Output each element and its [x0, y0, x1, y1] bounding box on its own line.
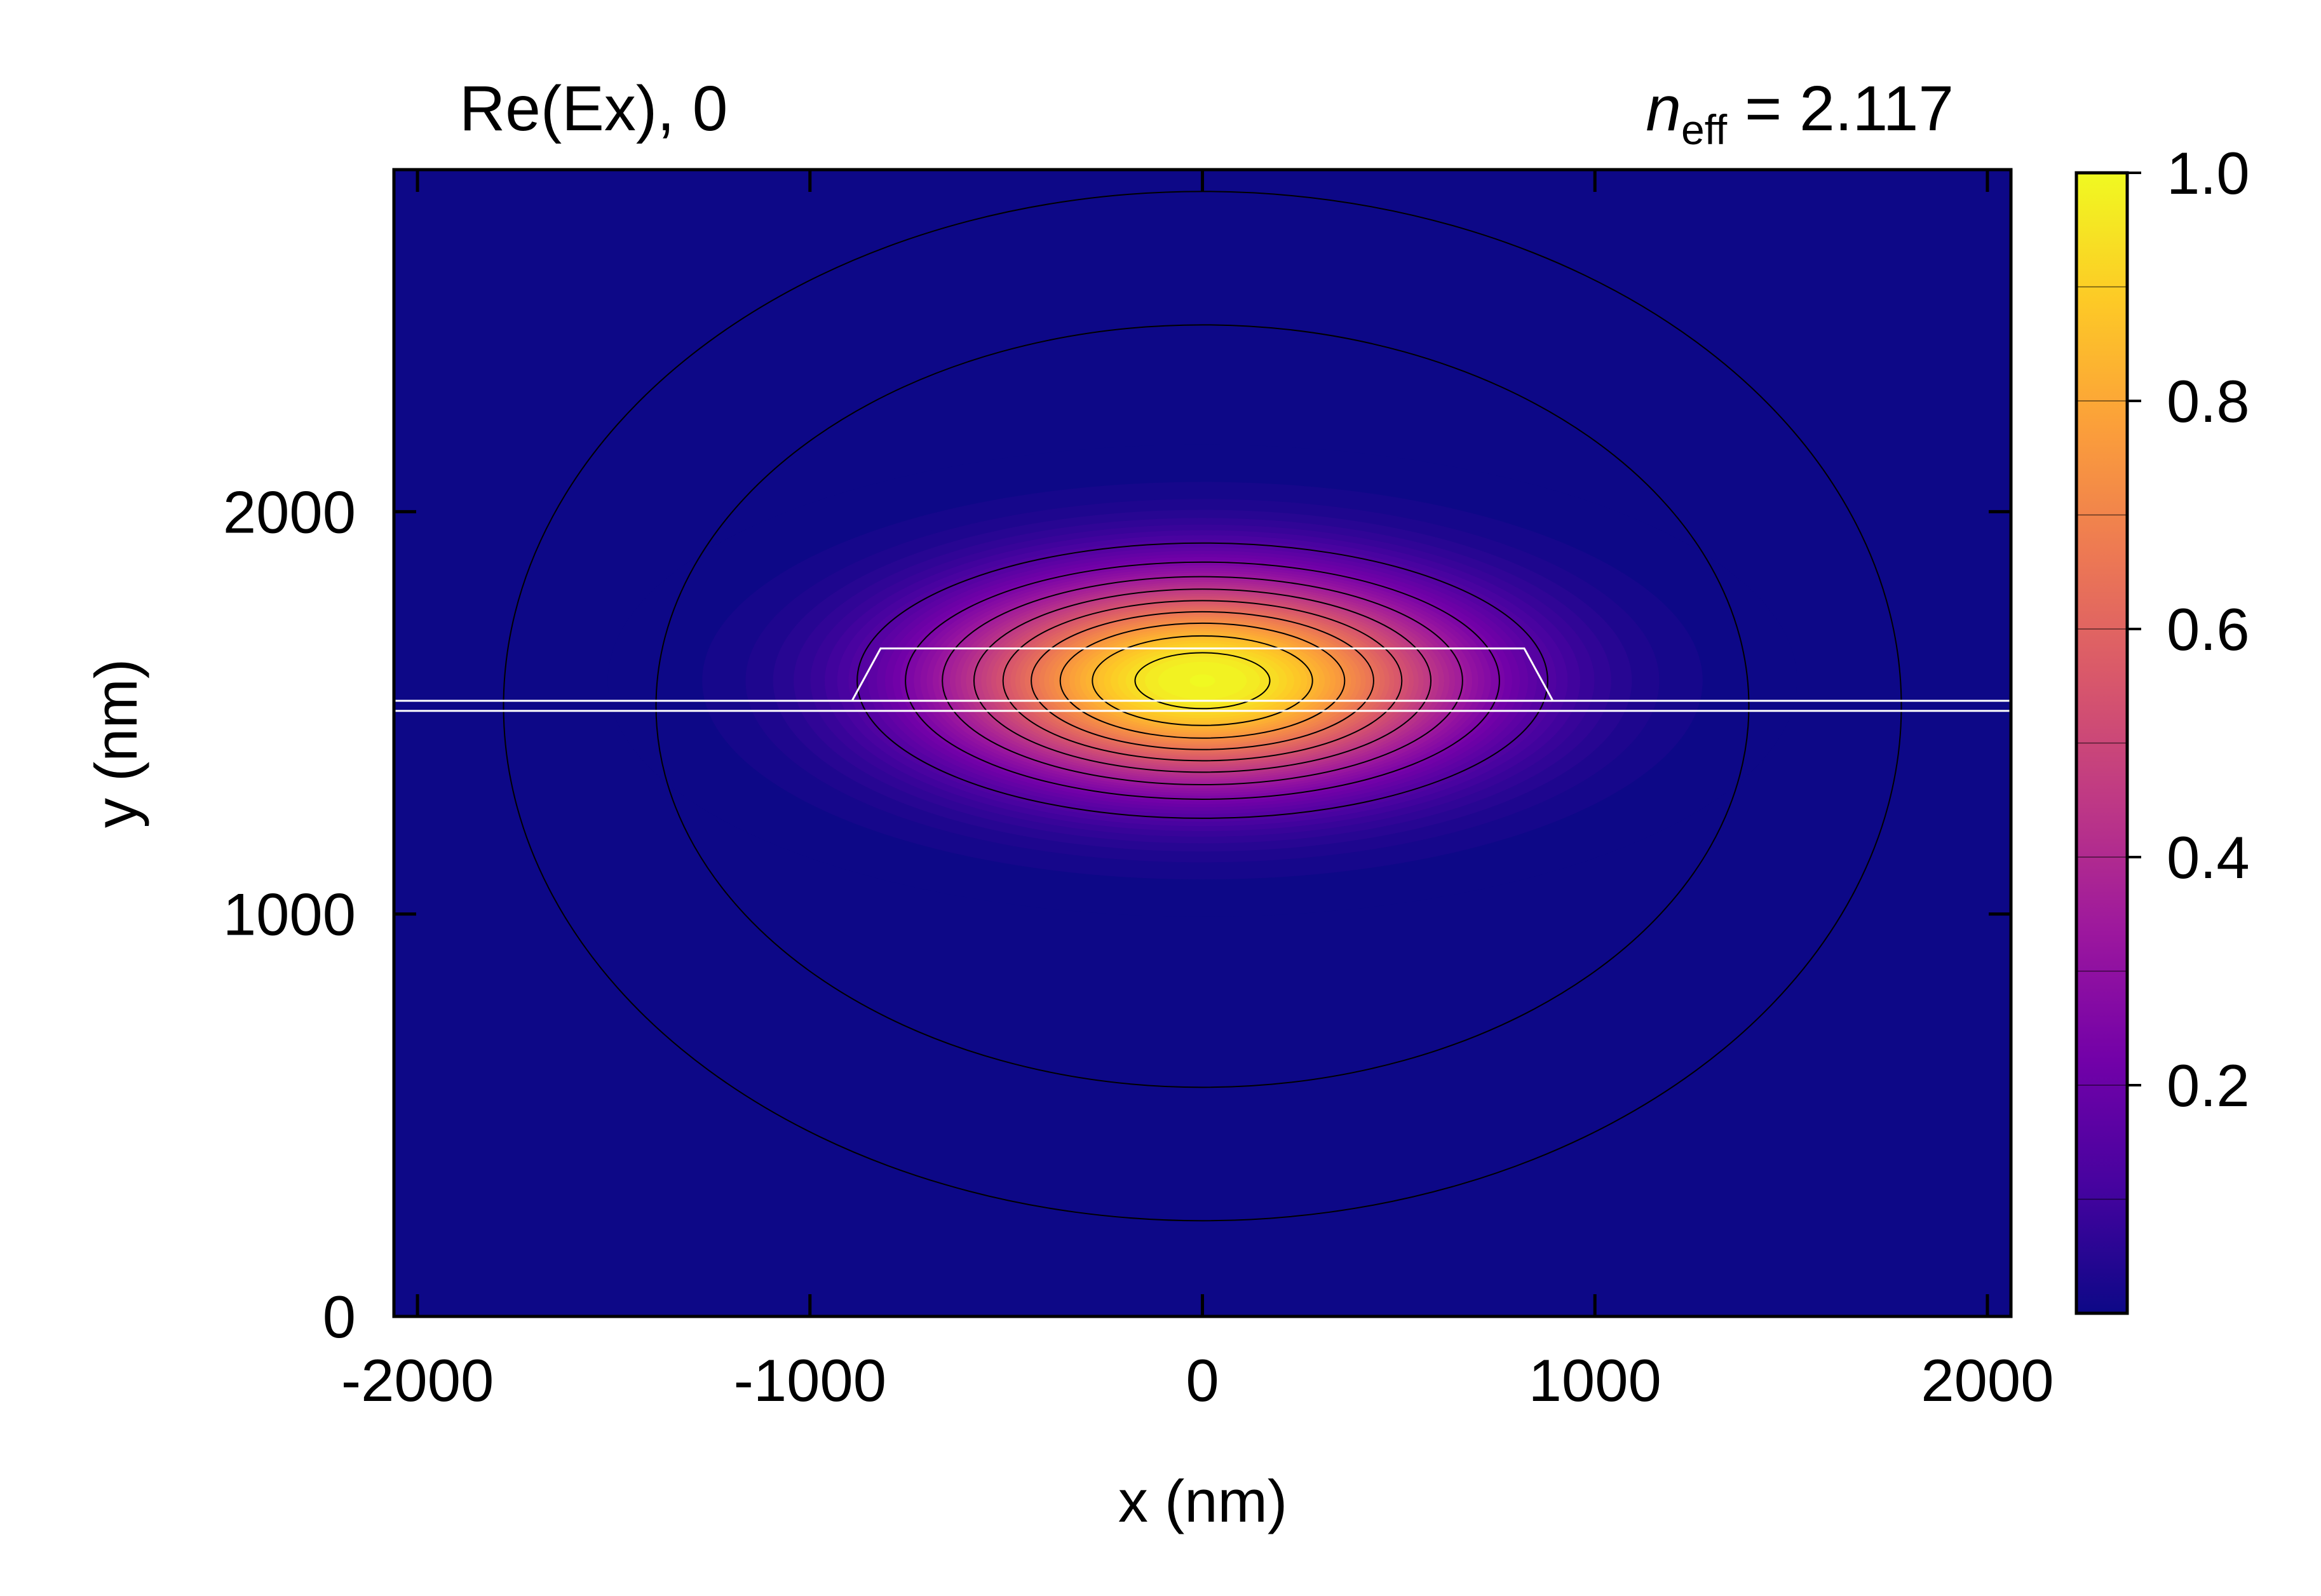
contour-line: [1002, 600, 1403, 762]
contour-line: [942, 576, 1463, 786]
contour-line: [905, 561, 1500, 800]
x-tick-label: 0: [1186, 1347, 1219, 1414]
colorbar-ticks: 0.2 0.4 0.6 0.8 1.0: [2127, 140, 2250, 1119]
colorbar-tick-label: 0.4: [2167, 824, 2250, 891]
contour-line: [655, 324, 1750, 1088]
colorbar-level-lines: [2076, 286, 2127, 1200]
contour-line: [973, 588, 1432, 773]
colorbar-tick-label: 0.2: [2167, 1052, 2250, 1119]
colorbar-tick-label: 1.0: [2167, 140, 2250, 206]
colorbar-tick-label: 0.6: [2167, 596, 2250, 663]
ridge-outline: [851, 647, 1554, 701]
contour-line: [856, 542, 1548, 819]
y-axis: 0 1000 2000: [223, 478, 2011, 1350]
x-axis: -2000 -1000 0 1000 2000: [341, 170, 2054, 1414]
colorbar: 0.2 0.4 0.6 0.8 1.0: [2074, 140, 2250, 1315]
waveguide-outline: [394, 647, 2011, 712]
contour-line: [1092, 635, 1313, 726]
contour-line: [1059, 622, 1346, 739]
title-right: neff = 2.117: [1646, 73, 1954, 153]
x-tick-label: -2000: [341, 1347, 494, 1414]
title-left: Re(Ex), 0: [459, 73, 727, 144]
field-band: [1189, 674, 1215, 687]
y-tick-label: 1000: [223, 881, 356, 948]
field-layer: [607, 444, 1797, 917]
x-axis-label: x (nm): [1118, 1468, 1287, 1534]
colorbar-tick-label: 0.8: [2167, 368, 2250, 435]
plot-area: [394, 170, 2011, 1316]
y-tick-label: 2000: [223, 478, 356, 545]
x-tick-label: 2000: [1921, 1347, 2054, 1414]
colorbar-frame: [2074, 171, 2129, 1315]
contour-line: [1031, 611, 1374, 750]
y-axis-label: y (nm): [83, 659, 149, 828]
y-tick-label: 0: [323, 1283, 356, 1350]
x-tick-label: -1000: [734, 1347, 886, 1414]
contour-line: [1134, 652, 1271, 710]
x-tick-label: 1000: [1529, 1347, 1661, 1414]
